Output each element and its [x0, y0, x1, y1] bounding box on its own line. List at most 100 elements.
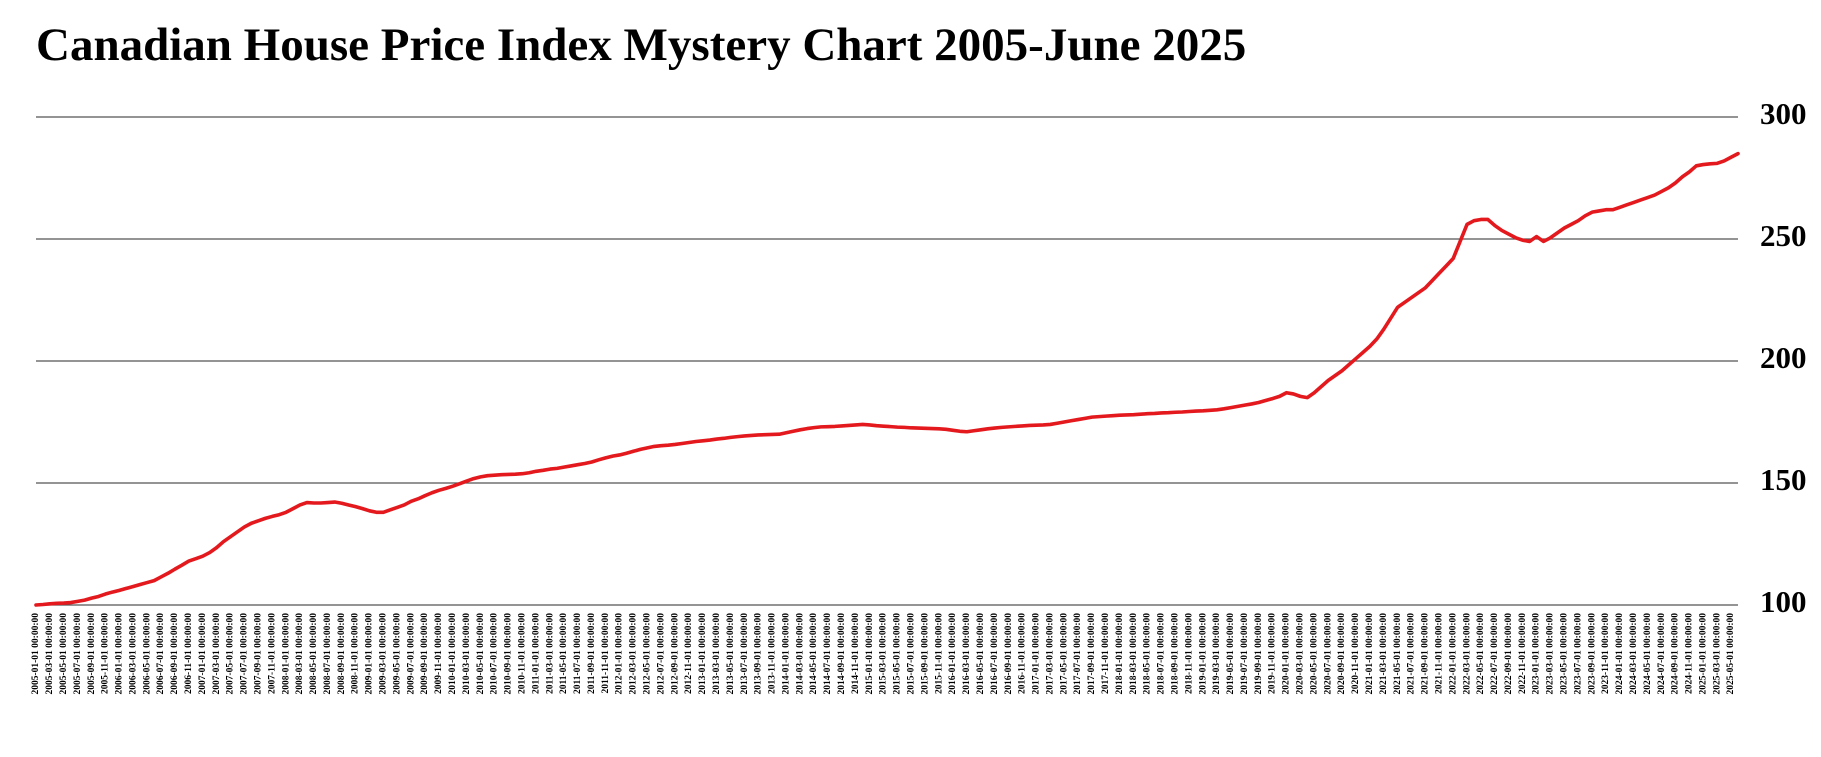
- x-tick-label: 2023-11-01 00:00:00: [1601, 613, 1611, 694]
- y-tick-label: 150: [1760, 462, 1807, 497]
- x-tick-label: 2019-09-01 00:00:00: [1254, 613, 1264, 695]
- x-tick-label: 2006-11-01 00:00:00: [184, 613, 194, 694]
- x-tick-label: 2018-07-01 00:00:00: [1157, 613, 1167, 695]
- x-tick-label: 2024-01-01 00:00:00: [1615, 613, 1625, 695]
- x-tick-label: 2015-11-01 00:00:00: [934, 613, 944, 694]
- x-tick-label: 2014-11-01 00:00:00: [851, 613, 861, 694]
- data-line: [34, 151, 1740, 607]
- x-tick-label: 2016-11-01 00:00:00: [1018, 613, 1028, 694]
- x-tick-label: 2018-01-01 00:00:00: [1115, 613, 1125, 695]
- x-tick-label: 2006-07-01 00:00:00: [156, 613, 166, 695]
- x-tick-label: 2008-03-01 00:00:00: [295, 613, 305, 695]
- x-tick-label: 2015-07-01 00:00:00: [907, 613, 917, 695]
- x-tick-label: 2010-11-01 00:00:00: [517, 613, 527, 694]
- x-tick-label: 2021-11-01 00:00:00: [1434, 613, 1444, 694]
- y-tick-label: 250: [1760, 218, 1807, 253]
- x-tick-label: 2017-07-01 00:00:00: [1073, 613, 1083, 695]
- y-tick-label: 300: [1760, 96, 1807, 131]
- x-tick-label: 2020-11-01 00:00:00: [1351, 613, 1361, 694]
- x-tick-label: 2008-09-01 00:00:00: [337, 613, 347, 695]
- x-tick-label: 2009-07-01 00:00:00: [406, 613, 416, 695]
- x-tick-label: 2014-05-01 00:00:00: [809, 613, 819, 695]
- x-tick-label: 2007-03-01 00:00:00: [212, 613, 222, 695]
- x-tick-label: 2015-09-01 00:00:00: [920, 613, 930, 695]
- x-tick-label: 2005-01-01 00:00:00: [31, 613, 41, 695]
- x-tick-label: 2006-05-01 00:00:00: [142, 613, 152, 695]
- x-tick-label: 2016-05-01 00:00:00: [976, 613, 986, 695]
- x-tick-label: 2019-01-01 00:00:00: [1198, 613, 1208, 695]
- x-tick-label: 2022-01-01 00:00:00: [1448, 613, 1458, 695]
- x-tick-label: 2006-03-01 00:00:00: [128, 613, 138, 695]
- x-tick-label: 2025-03-01 00:00:00: [1712, 613, 1722, 695]
- x-tick-label: 2012-07-01 00:00:00: [656, 613, 666, 695]
- x-tick-label: 2020-01-01 00:00:00: [1282, 613, 1292, 695]
- x-tick-label: 2013-07-01 00:00:00: [740, 613, 750, 695]
- x-tick-label: 2019-07-01 00:00:00: [1240, 613, 1250, 695]
- x-tick-label: 2020-09-01 00:00:00: [1337, 613, 1347, 695]
- y-tick-label: 100: [1760, 584, 1807, 619]
- x-tick-label: 2009-05-01 00:00:00: [392, 613, 402, 695]
- x-tick-label: 2010-01-01 00:00:00: [448, 613, 458, 695]
- x-tick-label: 2023-01-01 00:00:00: [1532, 613, 1542, 695]
- x-tick-label: 2013-09-01 00:00:00: [754, 613, 764, 695]
- x-tick-label: 2013-05-01 00:00:00: [726, 613, 736, 695]
- x-tick-label: 2024-07-01 00:00:00: [1657, 613, 1667, 695]
- x-tick-label: 2008-01-01 00:00:00: [281, 613, 291, 695]
- x-tick-label: 2011-09-01 00:00:00: [587, 613, 597, 694]
- x-tick-label: 2010-05-01 00:00:00: [476, 613, 486, 695]
- x-tick-label: 2018-09-01 00:00:00: [1170, 613, 1180, 695]
- y-tick-label: 200: [1760, 340, 1807, 375]
- x-tick-label: 2005-11-01 00:00:00: [101, 613, 111, 694]
- x-tick-label: 2022-11-01 00:00:00: [1518, 613, 1528, 694]
- x-tick-label: 2006-09-01 00:00:00: [170, 613, 180, 695]
- x-tick-label: 2025-01-01 00:00:00: [1698, 613, 1708, 695]
- x-tick-label: 2024-03-01 00:00:00: [1629, 613, 1639, 695]
- x-tick-label: 2008-05-01 00:00:00: [309, 613, 319, 695]
- x-tick-label: 2017-03-01 00:00:00: [1045, 613, 1055, 695]
- x-tick-label: 2005-09-01 00:00:00: [87, 613, 97, 695]
- x-tick-label: 2016-07-01 00:00:00: [990, 613, 1000, 695]
- x-tick-label: 2022-07-01 00:00:00: [1490, 613, 1500, 695]
- x-tick-label: 2017-01-01 00:00:00: [1032, 613, 1042, 695]
- x-tick-label: 2022-05-01 00:00:00: [1476, 613, 1486, 695]
- x-tick-label: 2020-05-01 00:00:00: [1309, 613, 1319, 695]
- x-tick-label: 2005-07-01 00:00:00: [73, 613, 83, 695]
- x-tick-label: 2022-09-01 00:00:00: [1504, 613, 1514, 695]
- x-tick-label: 2010-09-01 00:00:00: [504, 613, 514, 695]
- x-tick-label: 2009-11-01 00:00:00: [434, 613, 444, 694]
- chart-title: Canadian House Price Index Mystery Chart…: [36, 19, 1246, 71]
- x-tick-label: 2024-05-01 00:00:00: [1643, 613, 1653, 695]
- x-tick-label: 2017-09-01 00:00:00: [1087, 613, 1097, 695]
- x-tick-label: 2005-05-01 00:00:00: [59, 613, 69, 695]
- x-tick-label: 2013-01-01 00:00:00: [698, 613, 708, 695]
- x-tick-label: 2016-03-01 00:00:00: [962, 613, 972, 695]
- x-tick-label: 2013-11-01 00:00:00: [768, 613, 778, 694]
- x-tick-label: 2024-11-01 00:00:00: [1685, 613, 1695, 694]
- x-tick-label: 2025-05-01 00:00:00: [1726, 613, 1736, 695]
- x-tick-label: 2007-01-01 00:00:00: [198, 613, 208, 695]
- x-tick-label: 2021-07-01 00:00:00: [1407, 613, 1417, 695]
- x-tick-label: 2024-09-01 00:00:00: [1671, 613, 1681, 695]
- x-tick-label: 2021-09-01 00:00:00: [1421, 613, 1431, 695]
- x-tick-label: 2014-01-01 00:00:00: [781, 613, 791, 695]
- x-tick-label: 2008-07-01 00:00:00: [323, 613, 333, 695]
- x-tick-label: 2012-11-01 00:00:00: [684, 613, 694, 694]
- x-tick-label: 2019-11-01 00:00:00: [1268, 613, 1278, 694]
- x-tick-label: 2008-11-01 00:00:00: [351, 613, 361, 694]
- x-tick-label: 2015-01-01 00:00:00: [865, 613, 875, 695]
- x-tick-label: 2018-03-01 00:00:00: [1129, 613, 1139, 695]
- x-tick-label: 2011-05-01 00:00:00: [559, 613, 569, 694]
- x-tick-label: 2007-09-01 00:00:00: [253, 613, 263, 695]
- x-tick-label: 2021-03-01 00:00:00: [1379, 613, 1389, 695]
- x-tick-label: 2011-01-01 00:00:00: [531, 613, 541, 694]
- x-tick-label: 2022-03-01 00:00:00: [1462, 613, 1472, 695]
- x-tick-label: 2012-01-01 00:00:00: [615, 613, 625, 695]
- x-tick-label: 2014-07-01 00:00:00: [823, 613, 833, 695]
- x-tick-label: 2021-01-01 00:00:00: [1365, 613, 1375, 695]
- x-tick-label: 2012-09-01 00:00:00: [670, 613, 680, 695]
- x-tick-label: 2007-07-01 00:00:00: [240, 613, 250, 695]
- x-tick-label: 2012-03-01 00:00:00: [629, 613, 639, 695]
- x-tick-label: 2017-05-01 00:00:00: [1059, 613, 1069, 695]
